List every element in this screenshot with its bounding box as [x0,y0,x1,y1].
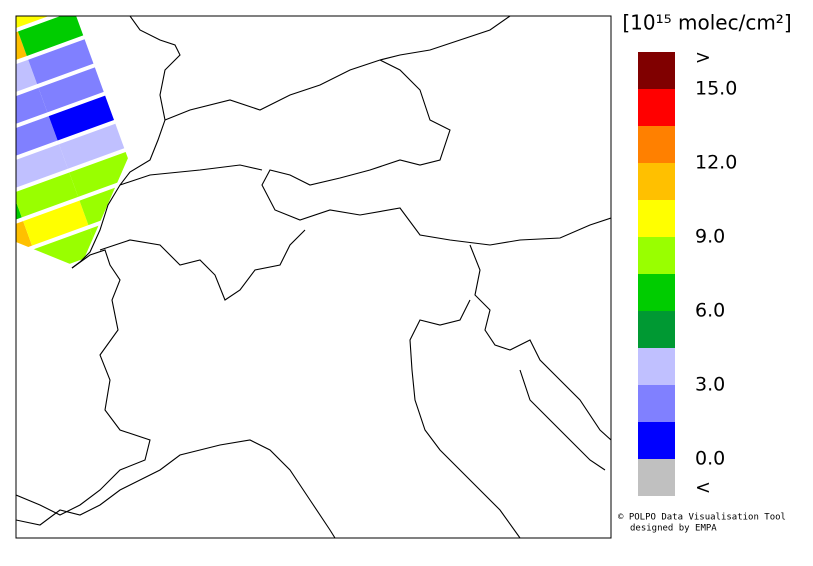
colorbar-segment [638,52,675,89]
swath-cell [16,249,43,268]
satellite-swath [0,16,156,268]
colorbar: 15.0 12.0 9.0 6.0 3.0 0.0 > < [638,47,737,499]
swath-cell [16,16,73,28]
colorbar-tick-label: 0.0 [695,448,725,470]
borders [16,16,611,538]
map-frame [15,15,612,539]
colorbar-segment [638,311,675,348]
colorbar-tick-label: 12.0 [695,152,737,174]
map [0,16,611,538]
colorbar-lower-label: < [695,477,711,499]
colorbar-segment [638,237,675,274]
credit-line: designed by EMPA [630,524,717,534]
swath-cell [16,116,58,162]
colorbar-tick-label: 9.0 [695,226,725,248]
colorbar-upper-label: > [695,47,711,69]
colorbar-segment [638,163,675,200]
swath-cell [16,87,48,133]
colorbar-segment [638,348,675,385]
swath-cell [16,172,79,218]
swath-cell [48,95,115,141]
swath-cell [17,16,84,56]
credit-line: © POLPO Data Visualisation Tool [618,513,786,523]
swath-cell [69,151,135,197]
colorbar-segment [638,200,675,237]
swath-cell [23,200,89,246]
colorbar-tick-label: 15.0 [695,78,737,100]
legend-title: [10¹⁵ molec/cm²] [622,11,791,35]
swath-cell [0,137,1,182]
swath-cell [16,16,17,49]
swath-cell [16,59,38,105]
swath-cell [38,67,104,113]
swath-cell [58,123,125,169]
swath-cell [0,165,12,210]
colorbar-tick-label: 6.0 [695,300,725,322]
swath-cell [28,39,94,85]
swath-cell [16,144,68,190]
colorbar-segment [638,385,675,422]
colorbar-segment [638,126,675,163]
colorbar-segment [638,274,675,311]
colorbar-tick-label: 3.0 [695,374,725,396]
colorbar-segment [638,459,675,496]
colorbar-segment [638,89,675,126]
colorbar-segment [638,422,675,459]
